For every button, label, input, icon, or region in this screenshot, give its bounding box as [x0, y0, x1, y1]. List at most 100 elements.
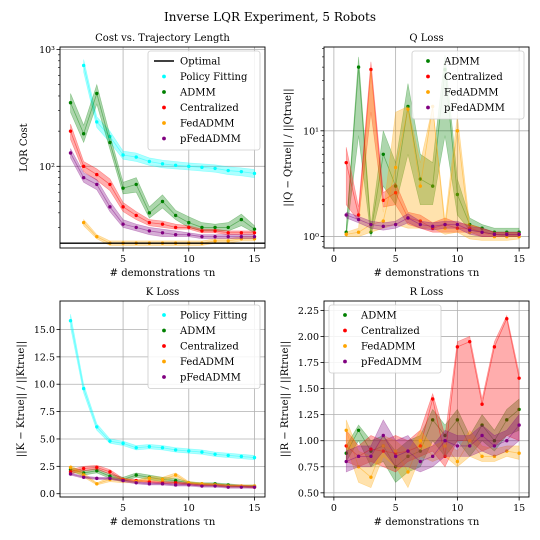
data-point	[406, 470, 410, 474]
data-point	[160, 231, 165, 235]
legend: Optimal Policy Fitting ADMM Centralized FedA…	[147, 50, 261, 151]
legend-swatch	[426, 90, 430, 94]
data-point	[393, 449, 398, 453]
data-point	[418, 177, 423, 181]
x-tick-label: 15	[513, 503, 525, 514]
data-point	[108, 182, 112, 187]
series-band	[70, 314, 255, 461]
data-point	[505, 317, 509, 321]
y-tick-label: 2.5	[40, 462, 55, 473]
data-point	[406, 454, 410, 459]
data-point	[121, 205, 125, 209]
data-point	[418, 184, 423, 188]
legend-swatch	[426, 105, 430, 110]
data-point	[381, 198, 385, 203]
data-point	[147, 482, 152, 486]
data-point	[160, 222, 165, 226]
series-pfedadmm	[68, 148, 257, 240]
data-point	[226, 231, 230, 235]
data-point	[200, 234, 204, 239]
data-point	[455, 129, 460, 133]
legend-label: ADMM	[443, 57, 480, 68]
data-point	[147, 211, 152, 215]
legend-label: ADMM	[179, 326, 216, 337]
data-point	[406, 104, 410, 109]
data-point	[455, 444, 460, 448]
data-point	[344, 428, 348, 432]
series-policy-fitting	[81, 59, 257, 178]
data-point	[134, 213, 138, 218]
series-pfedadmm	[68, 472, 257, 489]
data-point	[418, 222, 423, 227]
data-point	[81, 220, 86, 225]
data-point	[213, 166, 217, 171]
data-point	[393, 184, 398, 188]
legend-swatch	[162, 136, 166, 141]
data-point	[239, 485, 244, 489]
data-point	[160, 162, 165, 166]
legend: ADMM Centralized FedADMM pFedADMM	[411, 50, 525, 120]
data-point	[95, 120, 99, 124]
data-point	[95, 172, 99, 177]
data-point	[369, 447, 373, 451]
data-point	[160, 199, 165, 204]
data-point	[455, 222, 460, 227]
data-point	[356, 465, 361, 469]
data-point	[226, 239, 230, 243]
plot-area	[60, 59, 265, 246]
x-axis-label: # demonstrations τn	[374, 268, 480, 279]
data-point	[468, 439, 472, 443]
data-point	[505, 418, 509, 422]
x-tick-label: 5	[393, 503, 399, 514]
legend-swatch	[426, 74, 430, 79]
legend-swatch	[162, 90, 166, 94]
data-point	[200, 484, 204, 488]
data-point	[95, 482, 99, 486]
legend-swatch	[343, 344, 347, 348]
panel-title: K Loss	[146, 287, 180, 298]
series-band	[83, 59, 255, 178]
data-point	[356, 213, 361, 217]
y-tick-label: 1.50	[298, 384, 319, 395]
data-point	[239, 169, 244, 174]
axes-frame	[59, 46, 266, 249]
legend-label: FedADMM	[180, 119, 234, 130]
data-point	[134, 481, 138, 485]
data-point	[213, 239, 217, 243]
y-tick-label: 1.75	[298, 358, 319, 369]
data-point	[468, 339, 472, 344]
data-point	[81, 466, 86, 471]
y-tick-label: 2.00	[298, 332, 319, 343]
data-point	[517, 232, 521, 237]
data-point	[108, 439, 112, 443]
data-point	[369, 222, 373, 227]
data-point	[81, 164, 86, 169]
data-point	[468, 228, 472, 232]
data-point	[393, 454, 398, 459]
axes-frame	[323, 46, 530, 249]
y-tick-label: 10¹	[303, 126, 319, 137]
data-point	[226, 234, 230, 239]
y-tick-label: 0.0	[40, 489, 55, 500]
data-point	[480, 454, 484, 459]
data-point	[68, 465, 73, 470]
data-point	[356, 454, 361, 459]
data-point	[108, 476, 112, 481]
legend-swatch	[162, 375, 166, 379]
data-point	[344, 451, 348, 455]
x-tick-label: 10	[183, 503, 195, 514]
y-axis-label: ||Q − Qtrue|| / ||Qtrue||	[283, 88, 294, 206]
y-tick-label: 10.0	[34, 380, 55, 391]
data-point	[505, 232, 509, 237]
data-point	[393, 190, 398, 195]
x-tick-label: 10	[451, 503, 463, 514]
data-point	[95, 465, 99, 470]
data-point	[406, 107, 410, 111]
legend-label: Centralized	[361, 326, 420, 337]
data-point	[95, 91, 99, 96]
legend-box	[328, 304, 442, 374]
data-point	[480, 230, 484, 234]
data-point	[344, 160, 348, 165]
y-tick-label: 0.50	[298, 488, 319, 499]
data-point	[187, 449, 191, 453]
